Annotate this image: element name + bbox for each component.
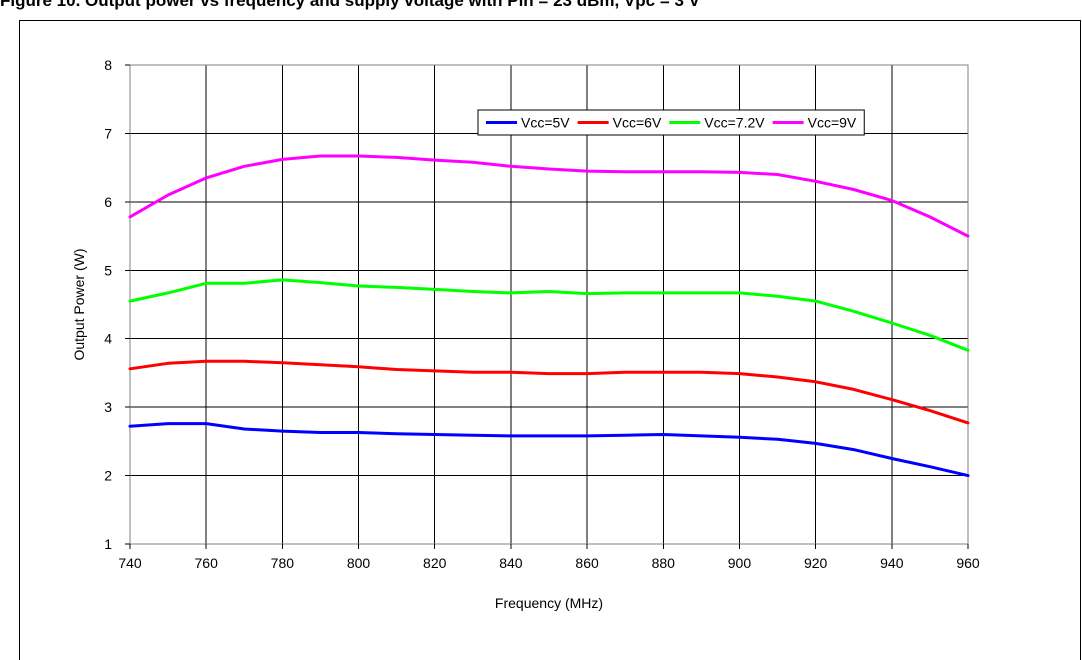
x-tick-label: 800 — [347, 555, 371, 571]
legend-label: Vcc=7.2V — [704, 115, 765, 131]
x-tick-label: 920 — [804, 555, 828, 571]
y-axis-label: Output Power (W) — [71, 248, 87, 360]
x-tick-label: 940 — [880, 555, 904, 571]
x-tick-label: 900 — [728, 555, 752, 571]
y-tick-label: 5 — [104, 262, 112, 278]
y-tick-label: 7 — [104, 125, 112, 141]
y-tick-label: 1 — [104, 536, 112, 552]
x-tick-label: 760 — [195, 555, 219, 571]
x-tick-label: 960 — [956, 555, 980, 571]
legend-label: Vcc=6V — [613, 115, 662, 131]
x-tick-label: 880 — [652, 555, 676, 571]
series-line — [128, 278, 970, 352]
page-title: Figure 10. Output power vs frequency and… — [0, 0, 700, 10]
series-line — [128, 154, 970, 238]
legend-label: Vcc=9V — [808, 115, 857, 131]
x-tick-label: 840 — [499, 555, 523, 571]
series-line — [128, 422, 970, 478]
series-line — [128, 359, 970, 425]
x-tick-label: 860 — [575, 555, 599, 571]
x-tick-label: 740 — [118, 555, 142, 571]
series-lines — [128, 154, 970, 478]
legend: Vcc=5V Vcc=6V Vcc=7.2V Vcc=9V — [477, 109, 865, 136]
y-tick-label: 8 — [104, 57, 112, 73]
y-tick-label: 2 — [104, 468, 112, 484]
plot-area-border — [129, 64, 969, 545]
figure-frame — [19, 20, 1081, 660]
tick-labels: 740 760 780 800 820 840 860 880 900 920 940 960 1 2 3 4… — [104, 57, 980, 571]
x-axis-label: Frequency (MHz) — [495, 595, 603, 611]
y-tick-label: 6 — [104, 194, 112, 210]
grid — [129, 64, 969, 545]
y-tick-label: 3 — [104, 399, 112, 415]
x-tick-label: 780 — [271, 555, 295, 571]
x-tick-label: 820 — [423, 555, 447, 571]
y-tick-label: 4 — [104, 331, 112, 347]
legend-label: Vcc=5V — [521, 115, 570, 131]
output-power-chart: 740 760 780 800 820 840 860 880 900 920 940 960 1 2 3 4… — [71, 57, 980, 611]
